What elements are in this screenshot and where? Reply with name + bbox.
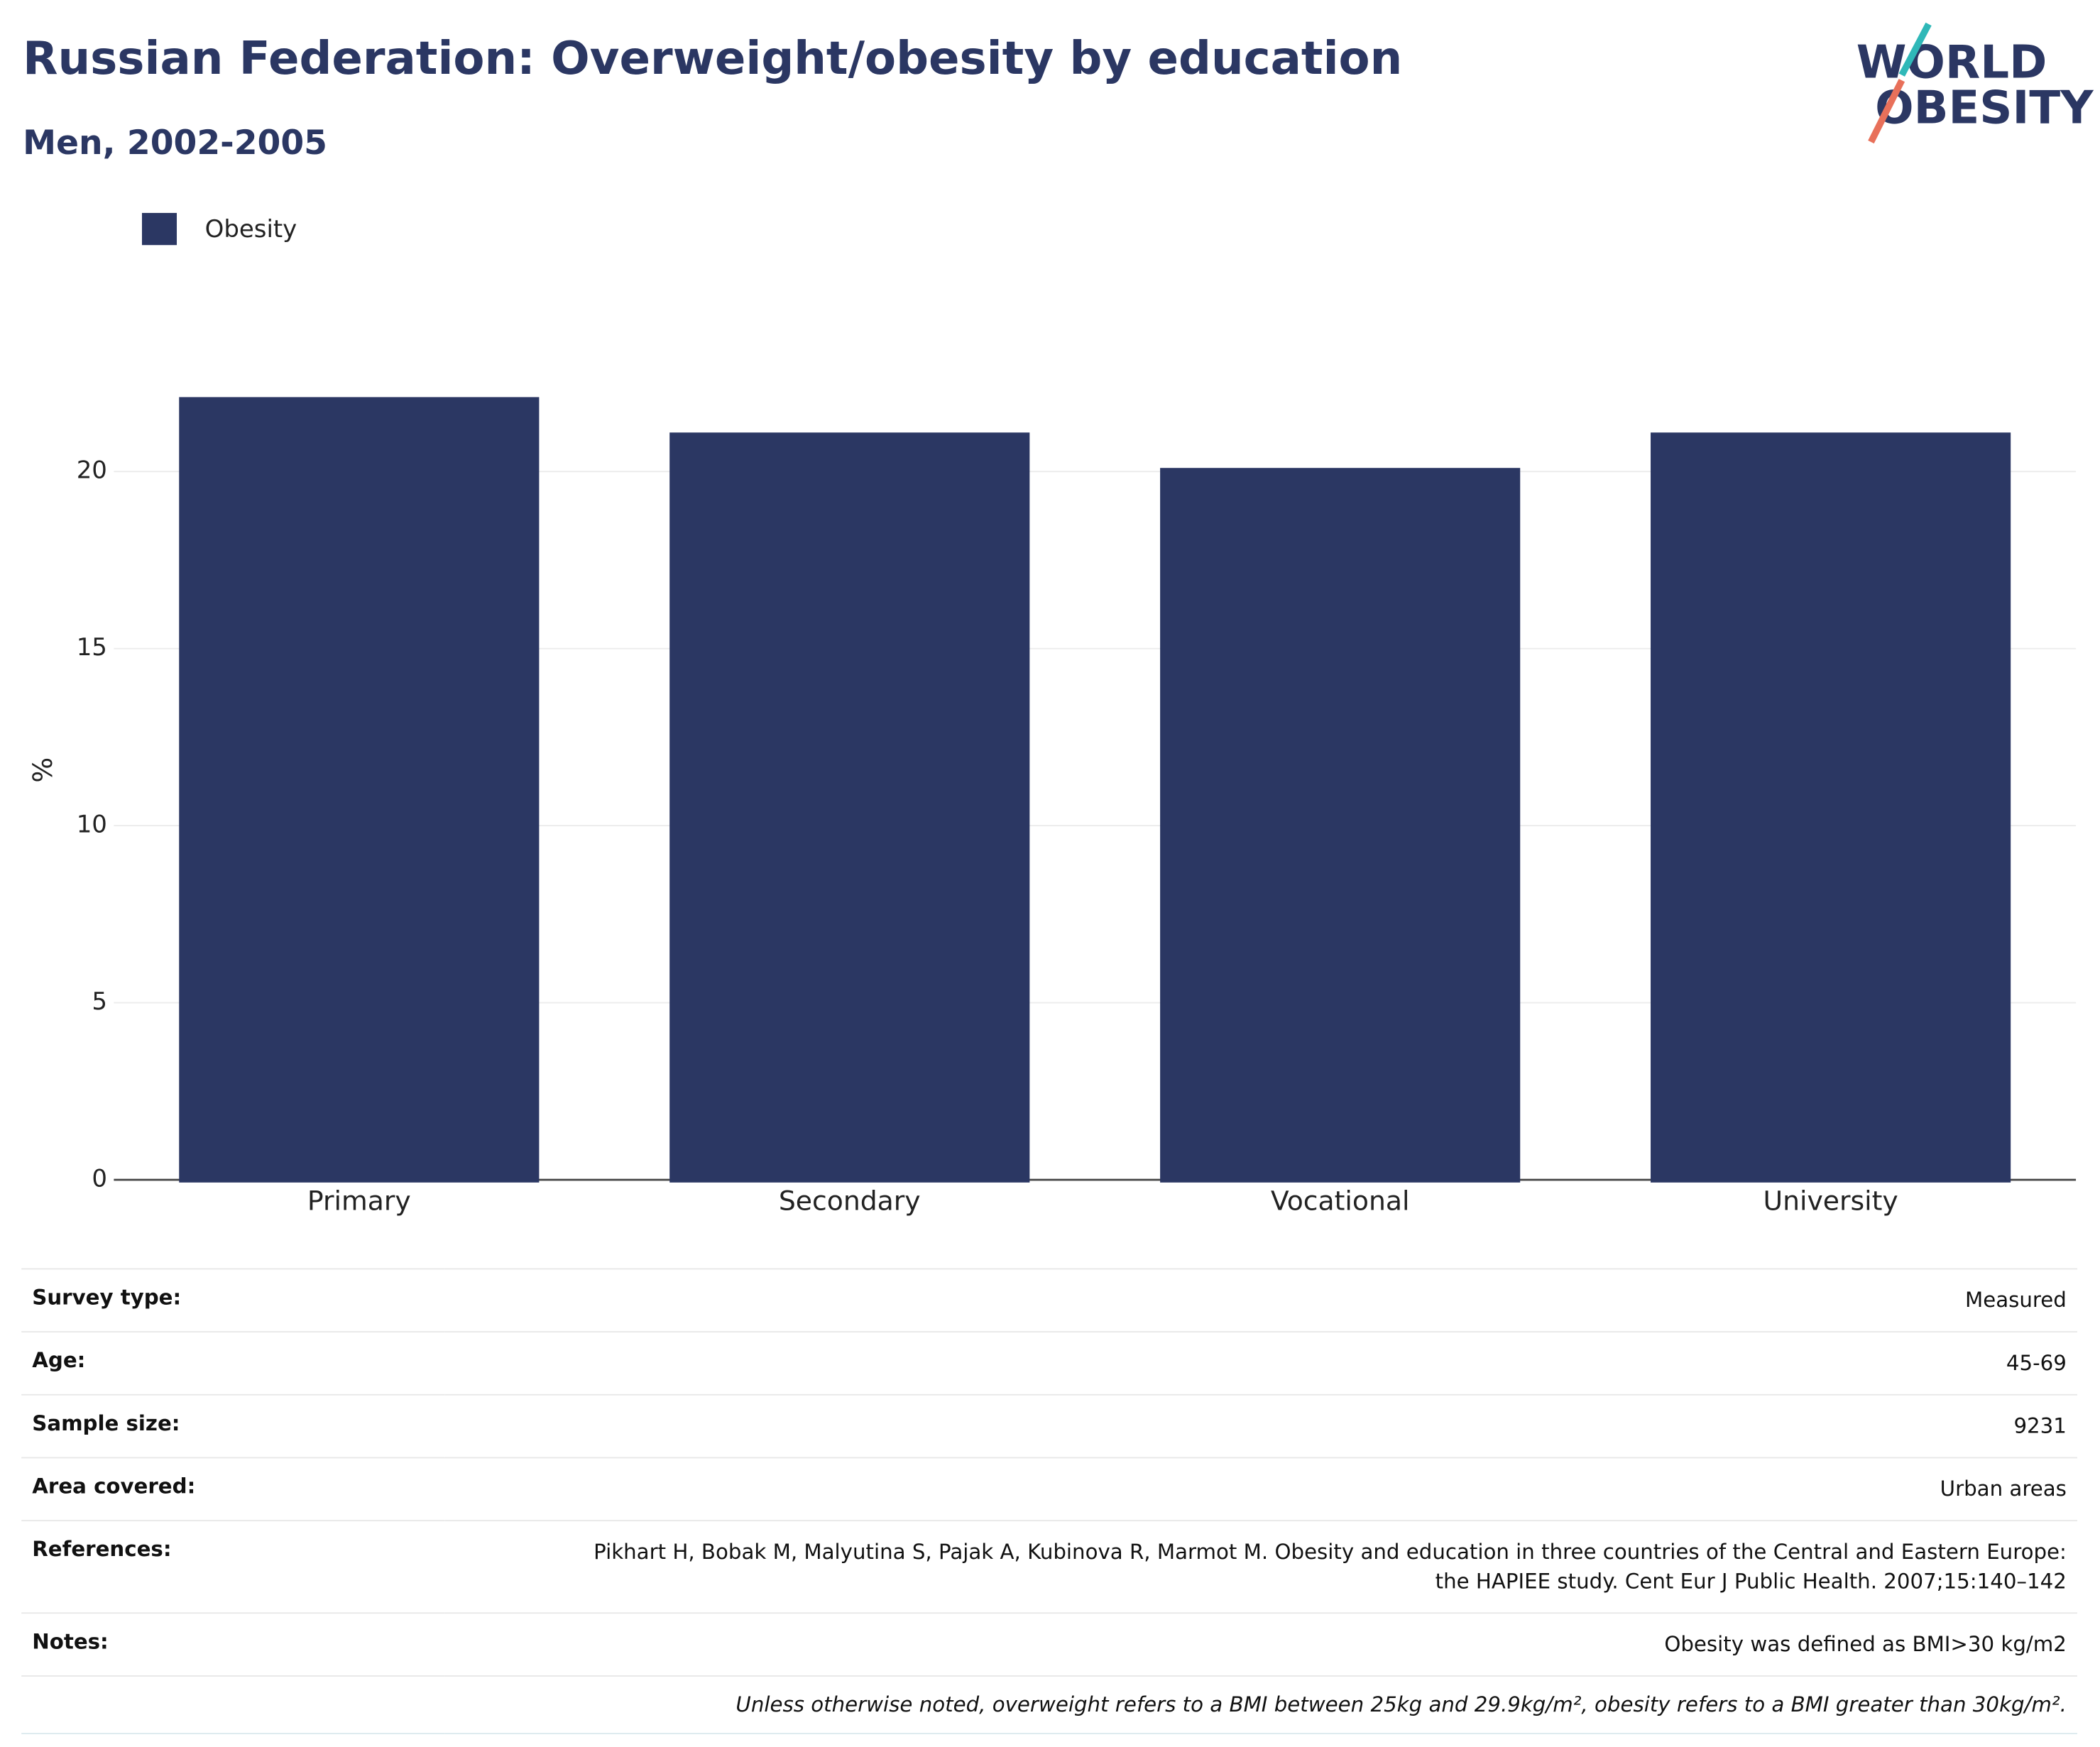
legend-swatch (141, 212, 177, 246)
row-label: Notes: (21, 1612, 445, 1676)
row-label: References: (21, 1520, 445, 1614)
row-value-text: 9231 (2013, 1414, 2067, 1439)
table-row: Survey type: Measured (21, 1268, 2077, 1332)
row-value: Urban areas (444, 1457, 2077, 1521)
y-tick-label: 15 (77, 633, 107, 662)
logo-text: WORLD (1856, 35, 2047, 89)
y-tick-label: 0 (92, 1165, 107, 1193)
x-tick-label: Primary (307, 1185, 411, 1217)
chart: WORLD OBESITY % 0 5 10 15 20 Obesity Primary Se… (27, 22, 2094, 1217)
row-value: Obesity was defined as BMI>30 kg/m2 (444, 1612, 2077, 1676)
bar (1651, 432, 2011, 1183)
bar (179, 397, 540, 1183)
chart-title: Russian Federation: Overweight/obesity b… (23, 32, 1403, 86)
bar (669, 432, 1030, 1183)
y-tick-label: 5 (92, 987, 107, 1016)
table-row: Sample size: 9231 (21, 1393, 2077, 1458)
row-value-text: Urban areas (1940, 1477, 2067, 1501)
y-axis-label: % (27, 757, 58, 783)
row-label: Survey type: (21, 1268, 445, 1332)
chart-subtitle: Men, 2002-2005 (23, 123, 328, 163)
info-table: Survey type: Measured Age: 45-69 Sample size… (21, 1268, 2077, 1735)
table-row: Unless otherwise noted, overweight refer… (21, 1675, 2077, 1735)
table-row: Age: 45-69 (21, 1331, 2077, 1395)
table-row: Area covered: Urban areas (21, 1457, 2077, 1521)
x-tick-label: University (1763, 1185, 1898, 1217)
x-tick-label: Vocational (1271, 1185, 1410, 1217)
row-value-text: Measured (1965, 1288, 2067, 1313)
row-value: 9231 (444, 1393, 2077, 1458)
row-value: 45-69 (444, 1331, 2077, 1395)
x-tick-label: Secondary (779, 1185, 921, 1217)
table-row: References: Pikhart H, Bobak M, Malyutina… (21, 1520, 2077, 1614)
y-tick-label: 10 (77, 811, 107, 839)
logo-text: OBESITY (1875, 82, 2094, 135)
y-tick-label: 20 (77, 456, 107, 485)
logo-slash (1868, 79, 1905, 144)
row-label: Age: (21, 1331, 445, 1395)
footnote: Unless otherwise noted, overweight refer… (21, 1675, 2077, 1735)
logo: WORLD OBESITY (1856, 22, 2094, 144)
row-value-text: Obesity was defined as BMI>30 kg/m2 (1664, 1632, 2067, 1657)
legend-label: Obesity (205, 215, 297, 243)
bar (1160, 468, 1521, 1183)
row-value: Measured (444, 1268, 2077, 1332)
row-value: Pikhart H, Bobak M, Malyutina S, Pajak A… (444, 1520, 2077, 1614)
row-value-text: Pikhart H, Bobak M, Malyutina S, Pajak A… (594, 1540, 2067, 1594)
row-value-text: 45-69 (2006, 1351, 2067, 1376)
row-label: Area covered: (21, 1457, 445, 1521)
table-row: Notes: Obesity was defined as BMI>30 kg/m… (21, 1612, 2077, 1676)
logo-slash (1898, 22, 1932, 77)
row-label: Sample size: (21, 1393, 445, 1458)
